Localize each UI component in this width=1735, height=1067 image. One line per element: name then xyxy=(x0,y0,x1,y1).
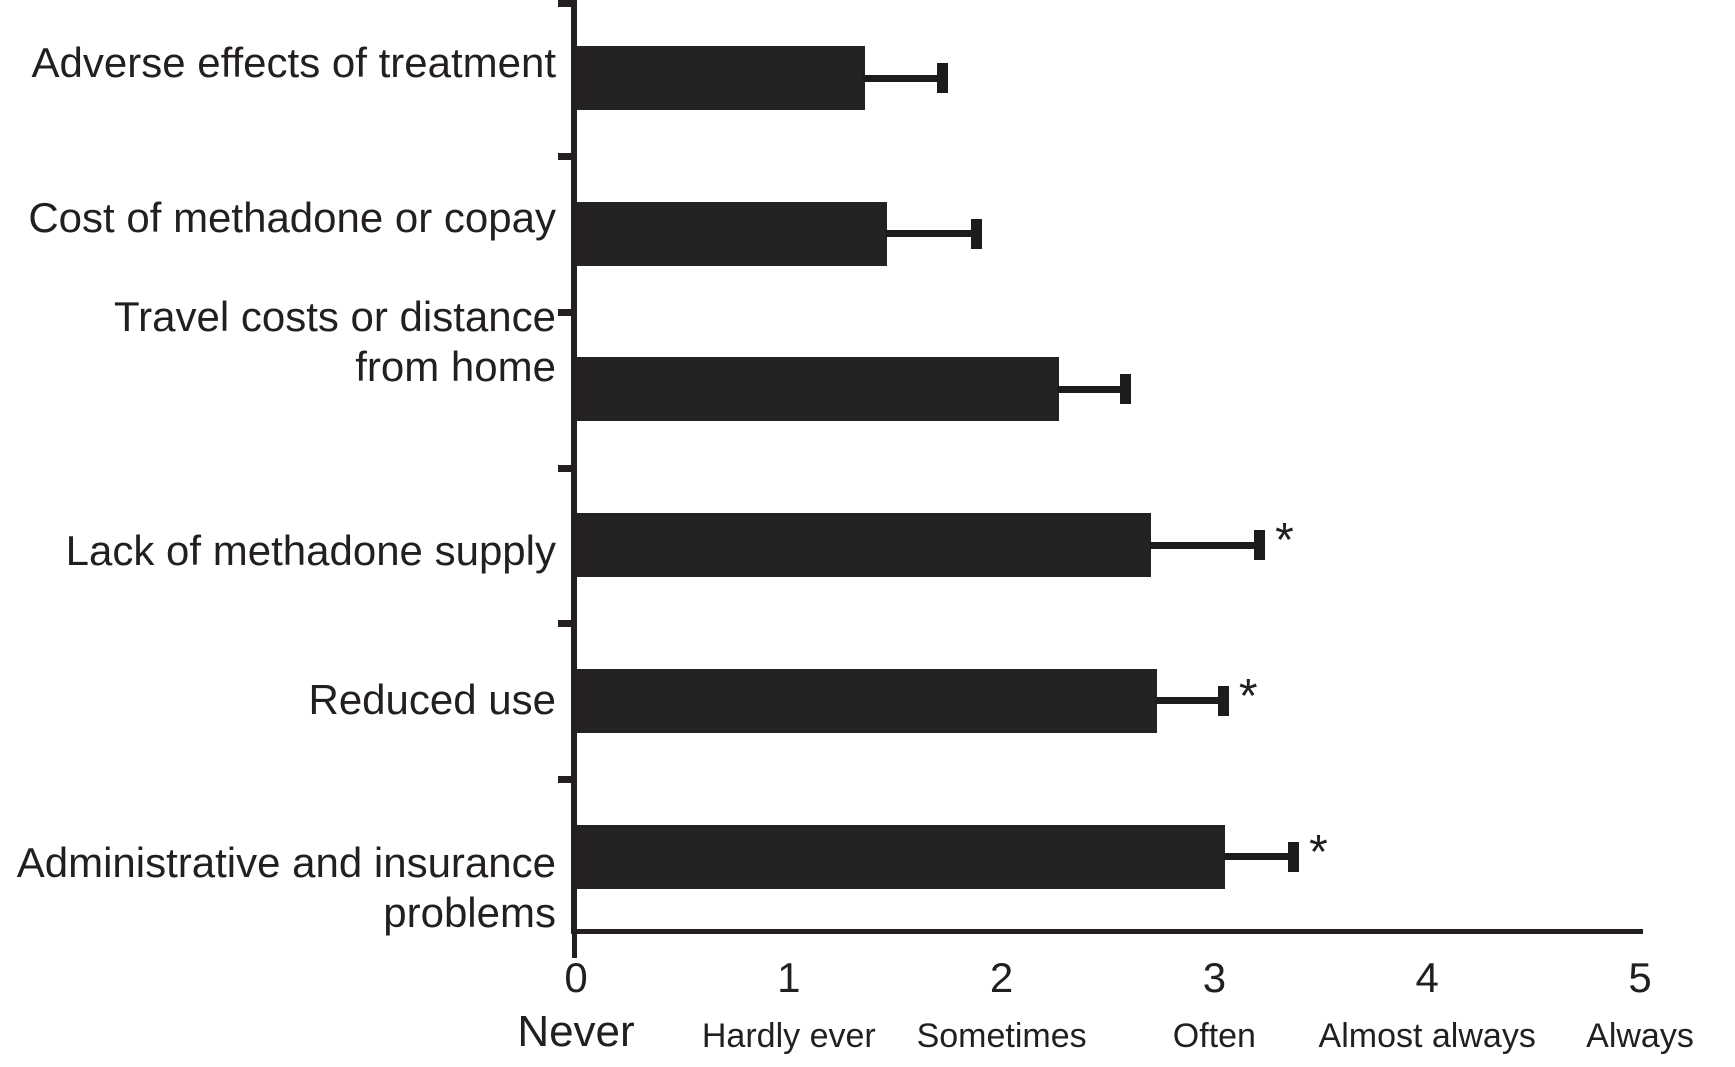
y-axis-tick xyxy=(558,0,576,7)
y-axis-tick xyxy=(558,775,576,783)
category-label: Lack of methadone supply xyxy=(65,527,556,574)
x-tick-number: 4 xyxy=(1415,954,1439,1001)
significance-asterisk: * xyxy=(1275,514,1294,568)
y-axis-tick xyxy=(558,619,576,627)
category-label: Reduced use xyxy=(308,676,556,723)
category-label: Administrative and insurance problems xyxy=(16,839,556,936)
x-tick-number: 2 xyxy=(989,954,1014,1001)
x-tick-number: 0 xyxy=(564,954,588,1001)
error-bar-cap xyxy=(937,63,949,93)
x-tick-number: 3 xyxy=(1202,954,1227,1001)
error-bar xyxy=(884,230,977,238)
bar xyxy=(577,513,1151,578)
x-axis xyxy=(571,929,1643,934)
error-bar xyxy=(1148,541,1260,549)
x-tick-word: Always xyxy=(1586,1017,1694,1055)
error-bar xyxy=(1057,385,1125,393)
bar xyxy=(577,201,887,266)
x-tick-word: Hardly ever xyxy=(701,1017,876,1055)
significance-asterisk: * xyxy=(1309,825,1328,879)
category-label: Travel costs or distance from home xyxy=(114,293,556,390)
y-axis-tick xyxy=(558,464,576,472)
x-tick-word: Often xyxy=(1172,1017,1256,1055)
bar xyxy=(577,668,1157,733)
x-tick-word: Never xyxy=(517,1007,635,1056)
error-bar xyxy=(863,74,942,82)
error-bar xyxy=(1154,697,1223,705)
bar xyxy=(577,46,866,110)
error-bar-cap xyxy=(1120,374,1132,405)
y-axis-tick xyxy=(558,308,576,316)
x-axis-zero-tick xyxy=(572,934,577,958)
error-bar-cap xyxy=(971,218,983,249)
x-tick-number: 1 xyxy=(777,954,801,1001)
error-bar xyxy=(1223,853,1294,860)
x-tick-word: Almost always xyxy=(1318,1017,1536,1055)
y-axis-tick xyxy=(558,152,576,160)
category-label: Adverse effects of treatment xyxy=(31,39,557,86)
error-bar-cap xyxy=(1254,530,1266,561)
significance-asterisk: * xyxy=(1238,669,1258,723)
error-bar-cap xyxy=(1288,841,1300,872)
x-tick-word: Sometimes xyxy=(916,1017,1087,1055)
x-tick-number: 5 xyxy=(1628,954,1652,1001)
category-label: Cost of methadone or copay xyxy=(28,194,556,241)
error-bar-cap xyxy=(1217,685,1229,716)
bar xyxy=(577,357,1060,422)
bar xyxy=(577,824,1226,889)
